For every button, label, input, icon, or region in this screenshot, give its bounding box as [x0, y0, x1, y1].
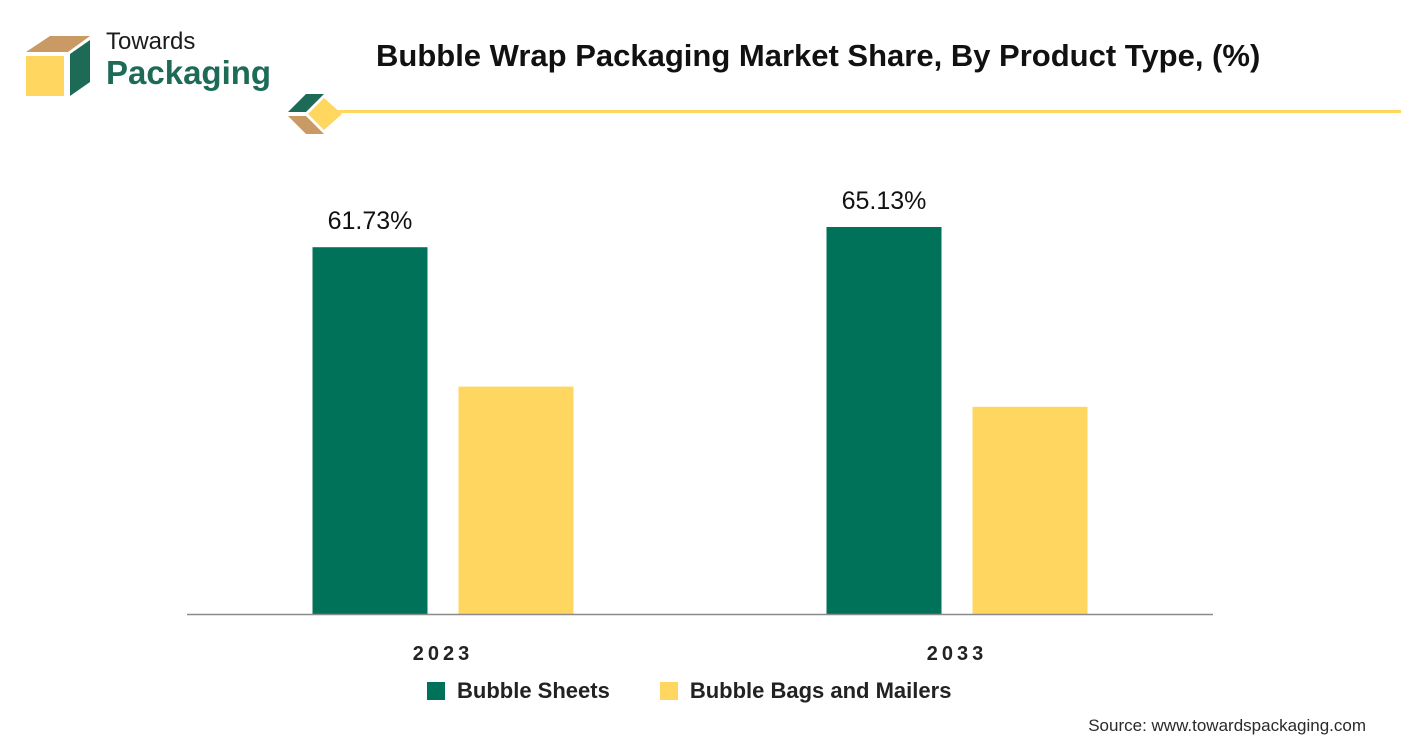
legend-item-bubble-bags: Bubble Bags and Mailers [659, 678, 952, 704]
legend-item-bubble-sheets: Bubble Sheets [427, 678, 610, 704]
legend-swatch-bubble-bags [659, 682, 678, 700]
chart-title: Bubble Wrap Packaging Market Share, By P… [376, 38, 1261, 73]
chart-legend: Bubble Sheets Bubble Bags and Mailers [427, 676, 1001, 706]
legend-swatch-bubble-sheets [427, 682, 445, 700]
data-label-2033: 65.13% [842, 187, 927, 215]
data-label-2023: 61.73% [328, 207, 413, 235]
title-rule [330, 110, 1401, 113]
bar-bubble-bags-and-mailers-2023 [458, 386, 574, 614]
legend-label-bubble-bags: Bubble Bags and Mailers [689, 678, 952, 703]
diamond-decoration-icon [288, 94, 342, 134]
brand-logo: Towards Packaging [26, 26, 286, 100]
brand-line1: Towards [106, 28, 196, 55]
brand-line2: Packaging [106, 54, 272, 91]
bar-bubble-sheets-2023 [312, 247, 428, 614]
x-tick-label-2033: 2033 [927, 643, 988, 665]
bar-bubble-bags-and-mailers-2033 [972, 406, 1088, 614]
bar-bubble-sheets-2033 [826, 227, 942, 614]
x-tick-label-2023: 2023 [413, 643, 474, 665]
source-note: Source: www.towardspackaging.com [1088, 716, 1366, 735]
box-logo-icon [26, 36, 90, 96]
legend-label-bubble-sheets: Bubble Sheets [457, 678, 610, 703]
